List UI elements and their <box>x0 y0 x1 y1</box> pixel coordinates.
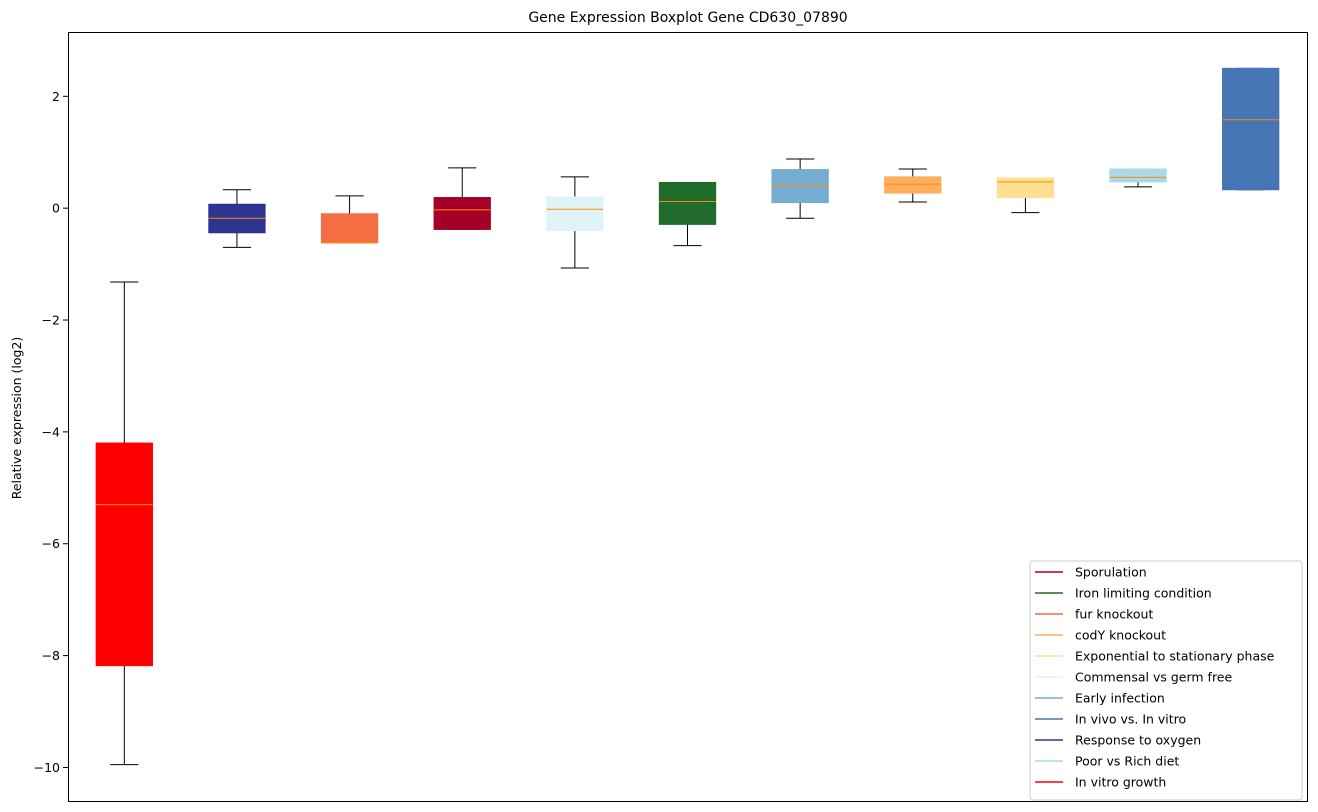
legend-label: fur knockout <box>1075 607 1153 622</box>
box-group <box>1109 168 1167 188</box>
y-tick-label: −8 <box>42 648 60 663</box>
y-tick-label: −2 <box>42 313 60 328</box>
box-iqr <box>95 442 153 667</box>
box-group <box>658 181 717 247</box>
chart-title: Gene Expression Boxplot Gene CD630_07890 <box>528 10 847 26</box>
legend-label: Poor vs Rich diet <box>1075 754 1179 769</box>
y-axis-label: Relative expression (log2) <box>9 337 24 500</box>
y-tick-label: 0 <box>52 201 60 216</box>
box-group <box>996 177 1055 214</box>
legend-label: Iron limiting condition <box>1075 586 1212 601</box>
legend-frame <box>1029 560 1303 801</box>
legend-label: Exponential to stationary phase <box>1075 649 1275 664</box>
legend-label: Sporulation <box>1075 565 1147 580</box>
legend: Sporulation Iron limiting condition fur kn… <box>1029 560 1303 801</box>
box-iqr <box>1222 67 1280 191</box>
y-tick-label: 2 <box>52 89 60 104</box>
plot-area-frame <box>68 32 1308 802</box>
legend-label: In vitro growth <box>1075 775 1166 790</box>
box-iqr <box>1109 168 1167 183</box>
legend-label: In vivo vs. In vitro <box>1075 712 1186 727</box>
y-tick-label: −4 <box>42 424 60 439</box>
legend-label: codY knockout <box>1075 628 1166 643</box>
box-group <box>546 176 604 269</box>
box-series <box>95 67 1280 766</box>
legend-label: Commensal vs germ free <box>1075 670 1232 685</box>
box-group <box>884 168 942 203</box>
y-tick-label: −10 <box>34 760 60 775</box>
box-iqr <box>996 177 1055 199</box>
box-group <box>433 167 491 230</box>
box-group <box>1222 67 1280 191</box>
legend-label: Early infection <box>1075 691 1165 706</box>
box-iqr <box>658 181 717 225</box>
legend-label: Response to oxygen <box>1075 733 1201 748</box>
box-iqr <box>433 197 491 230</box>
y-axis-ticks: 2 0 −2 −4 −6 −8 −10 <box>34 89 68 775</box>
box-group <box>320 195 379 244</box>
box-group <box>771 158 829 219</box>
y-tick-label: −6 <box>42 536 60 551</box>
box-iqr <box>546 196 604 232</box>
box-iqr <box>884 176 942 194</box>
box-group <box>208 189 266 248</box>
box-group <box>95 281 153 766</box>
box-iqr <box>320 213 379 244</box>
